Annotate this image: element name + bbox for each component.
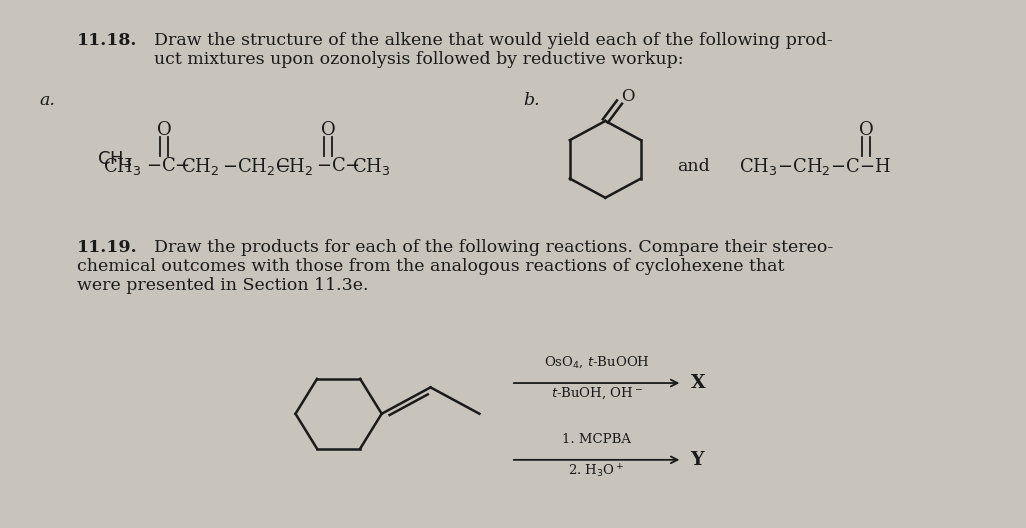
Text: were presented in Section 11.3e.: were presented in Section 11.3e.	[77, 277, 368, 295]
Text: O: O	[859, 120, 873, 139]
Text: $\mathregular{CH_3}$: $\mathregular{CH_3}$	[97, 149, 132, 169]
Text: CH$_3$$-$CH$_2$$-$C$-$H: CH$_3$$-$CH$_2$$-$C$-$H	[739, 156, 891, 176]
Text: O: O	[321, 120, 336, 139]
Text: X: X	[690, 374, 705, 392]
Text: 11.19.: 11.19.	[77, 239, 137, 256]
Text: CH$_2$: CH$_2$	[275, 156, 313, 176]
Text: 2. H$_3$O$^+$: 2. H$_3$O$^+$	[568, 463, 625, 480]
Text: O: O	[621, 88, 635, 105]
Text: Draw the structure of the alkene that would yield each of the following prod-: Draw the structure of the alkene that wo…	[154, 32, 833, 49]
Text: chemical outcomes with those from the analogous reactions of cyclohexene that: chemical outcomes with those from the an…	[77, 258, 784, 275]
Text: OsO$_4$, $t$-BuOOH: OsO$_4$, $t$-BuOOH	[544, 354, 649, 370]
Text: $-$C$-$: $-$C$-$	[316, 157, 360, 175]
Text: O: O	[157, 120, 171, 139]
Text: $t$-BuOH, OH$^-$: $t$-BuOH, OH$^-$	[551, 386, 642, 401]
Text: CH$_3$: CH$_3$	[352, 156, 391, 176]
Text: CH$_3$: CH$_3$	[103, 156, 142, 176]
Text: b.: b.	[523, 92, 540, 109]
Text: 1. MCPBA: 1. MCPBA	[562, 433, 631, 446]
Text: Draw the products for each of the following reactions. Compare their stereo-: Draw the products for each of the follow…	[154, 239, 833, 256]
Text: CH$_2$: CH$_2$	[181, 156, 219, 176]
Text: uct mixtures upon ozonolysis followed́ by reductive workup:: uct mixtures upon ozonolysis followed́ b…	[154, 51, 683, 68]
Text: $-$C$-$: $-$C$-$	[146, 157, 190, 175]
Text: 11.18.: 11.18.	[77, 32, 137, 49]
Text: $-$CH$_2$$-$: $-$CH$_2$$-$	[222, 156, 290, 176]
Text: and: and	[677, 157, 710, 175]
Text: Y: Y	[690, 451, 704, 469]
Text: a.: a.	[39, 92, 54, 109]
